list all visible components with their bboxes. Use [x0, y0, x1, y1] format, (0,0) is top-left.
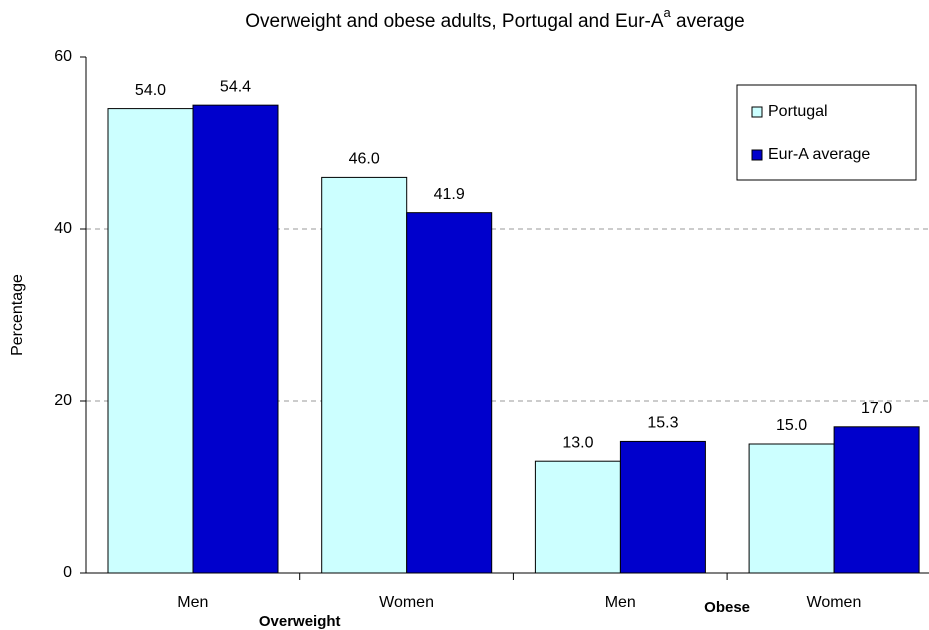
- legend-swatch: [751, 149, 763, 161]
- y-axis-label: Percentage: [9, 274, 26, 356]
- value-label: 41.9: [434, 186, 465, 203]
- legend-box: [736, 84, 917, 181]
- group-label: Overweight: [259, 613, 341, 630]
- y-tick-label: 60: [54, 48, 72, 65]
- group-label: Obese: [704, 599, 750, 616]
- chart-title: Overweight and obese adults, Portugal an…: [245, 5, 744, 32]
- value-label: 17.0: [861, 400, 892, 417]
- legend-label: Portugal: [768, 103, 828, 120]
- bar: [833, 426, 920, 574]
- legend-swatch: [751, 106, 763, 118]
- x-tick-label: Men: [605, 594, 636, 611]
- value-label: 15.0: [776, 417, 807, 434]
- value-label: 54.0: [135, 82, 166, 99]
- bar: [321, 176, 408, 574]
- bar: [619, 440, 706, 574]
- legend-label: Eur-A average: [768, 146, 870, 163]
- value-label: 46.0: [349, 151, 380, 168]
- title-superscript: a: [664, 5, 672, 20]
- title-suffix: average: [671, 11, 745, 32]
- y-tick-label: 40: [54, 220, 72, 237]
- bar: [192, 104, 279, 574]
- value-label: 54.4: [220, 78, 251, 95]
- y-tick-label: 0: [63, 564, 72, 581]
- x-tick-label: Women: [807, 594, 862, 611]
- bar: [406, 212, 493, 574]
- bar: [534, 460, 621, 574]
- title-main: Overweight and obese adults, Portugal an…: [245, 11, 664, 32]
- x-tick-label: Men: [177, 594, 208, 611]
- bar: [107, 108, 194, 574]
- x-tick-label: Women: [379, 594, 434, 611]
- y-tick-label: 20: [54, 392, 72, 409]
- bar: [748, 443, 835, 574]
- value-label: 13.0: [562, 434, 593, 451]
- value-label: 15.3: [647, 415, 678, 432]
